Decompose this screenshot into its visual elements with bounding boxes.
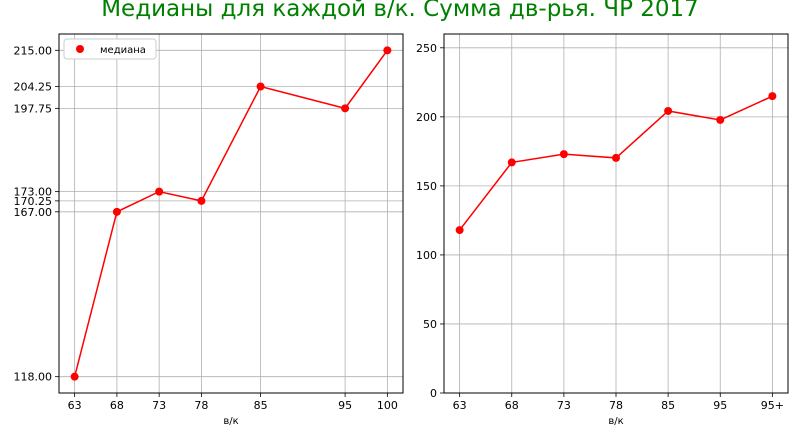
data-point <box>112 207 121 216</box>
data-point <box>507 158 516 167</box>
x-axis-label: в/к <box>223 416 238 427</box>
series-line <box>73 49 388 377</box>
x-tick-label: 68 <box>505 399 519 412</box>
figure-title: Медианы для каждой в/к. Сумма дв-рья. ЧР… <box>101 0 699 22</box>
x-tick-label: 73 <box>557 399 571 412</box>
legend-marker <box>76 45 84 53</box>
x-tick-label: 68 <box>110 399 124 412</box>
x-tick-label: 95 <box>713 399 727 412</box>
x-tick-label: 95 <box>338 399 352 412</box>
data-point <box>612 153 620 162</box>
data-point <box>256 82 265 91</box>
legend-label: медиана <box>100 45 146 56</box>
data-point <box>70 372 79 381</box>
chart-right: 63 68 73 78 85 95 95+ 0 50 100 150 200 250 в/к <box>416 33 789 427</box>
legend-box <box>63 38 157 60</box>
x-tick-label: 85 <box>661 399 675 412</box>
data-point <box>664 106 673 115</box>
data-point <box>768 92 777 101</box>
data-point <box>383 46 392 55</box>
y-tick-label: 170.25 <box>14 195 53 208</box>
x-tick-label: 78 <box>194 399 208 412</box>
y-tick-label: 150 <box>416 180 437 193</box>
y-tick-label: 250 <box>416 42 437 55</box>
y-tick-label: 50 <box>423 318 437 331</box>
x-tick-label: 85 <box>254 399 268 412</box>
x-tick-label: 73 <box>152 399 166 412</box>
data-point <box>559 150 568 159</box>
x-axis-label: в/к <box>608 416 623 427</box>
plot-frame <box>58 33 404 394</box>
data-point <box>455 226 464 235</box>
y-tick-label: 118.00 <box>14 371 53 384</box>
y-tick-label: 197.75 <box>14 102 53 115</box>
data-point <box>155 187 164 196</box>
x-tick-label: 63 <box>453 399 467 412</box>
data-point <box>197 196 206 205</box>
x-tick-label: 95+ <box>761 399 784 412</box>
y-tick-label: 204.25 <box>14 80 53 93</box>
legend: медиана <box>63 38 157 60</box>
y-tick-label: 100 <box>416 249 437 262</box>
y-tick-label: 173.00 <box>14 186 53 199</box>
y-tick-label: 167.00 <box>14 206 53 219</box>
data-point <box>341 104 350 113</box>
x-tick-label: 63 <box>68 399 82 412</box>
data-point <box>716 115 725 124</box>
x-tick-label: 78 <box>609 399 623 412</box>
y-tick-label: 215.00 <box>14 44 53 57</box>
y-tick-label: 0 <box>430 387 437 400</box>
x-tick-label: 100 <box>377 399 398 412</box>
y-tick-label: 200 <box>416 111 437 124</box>
